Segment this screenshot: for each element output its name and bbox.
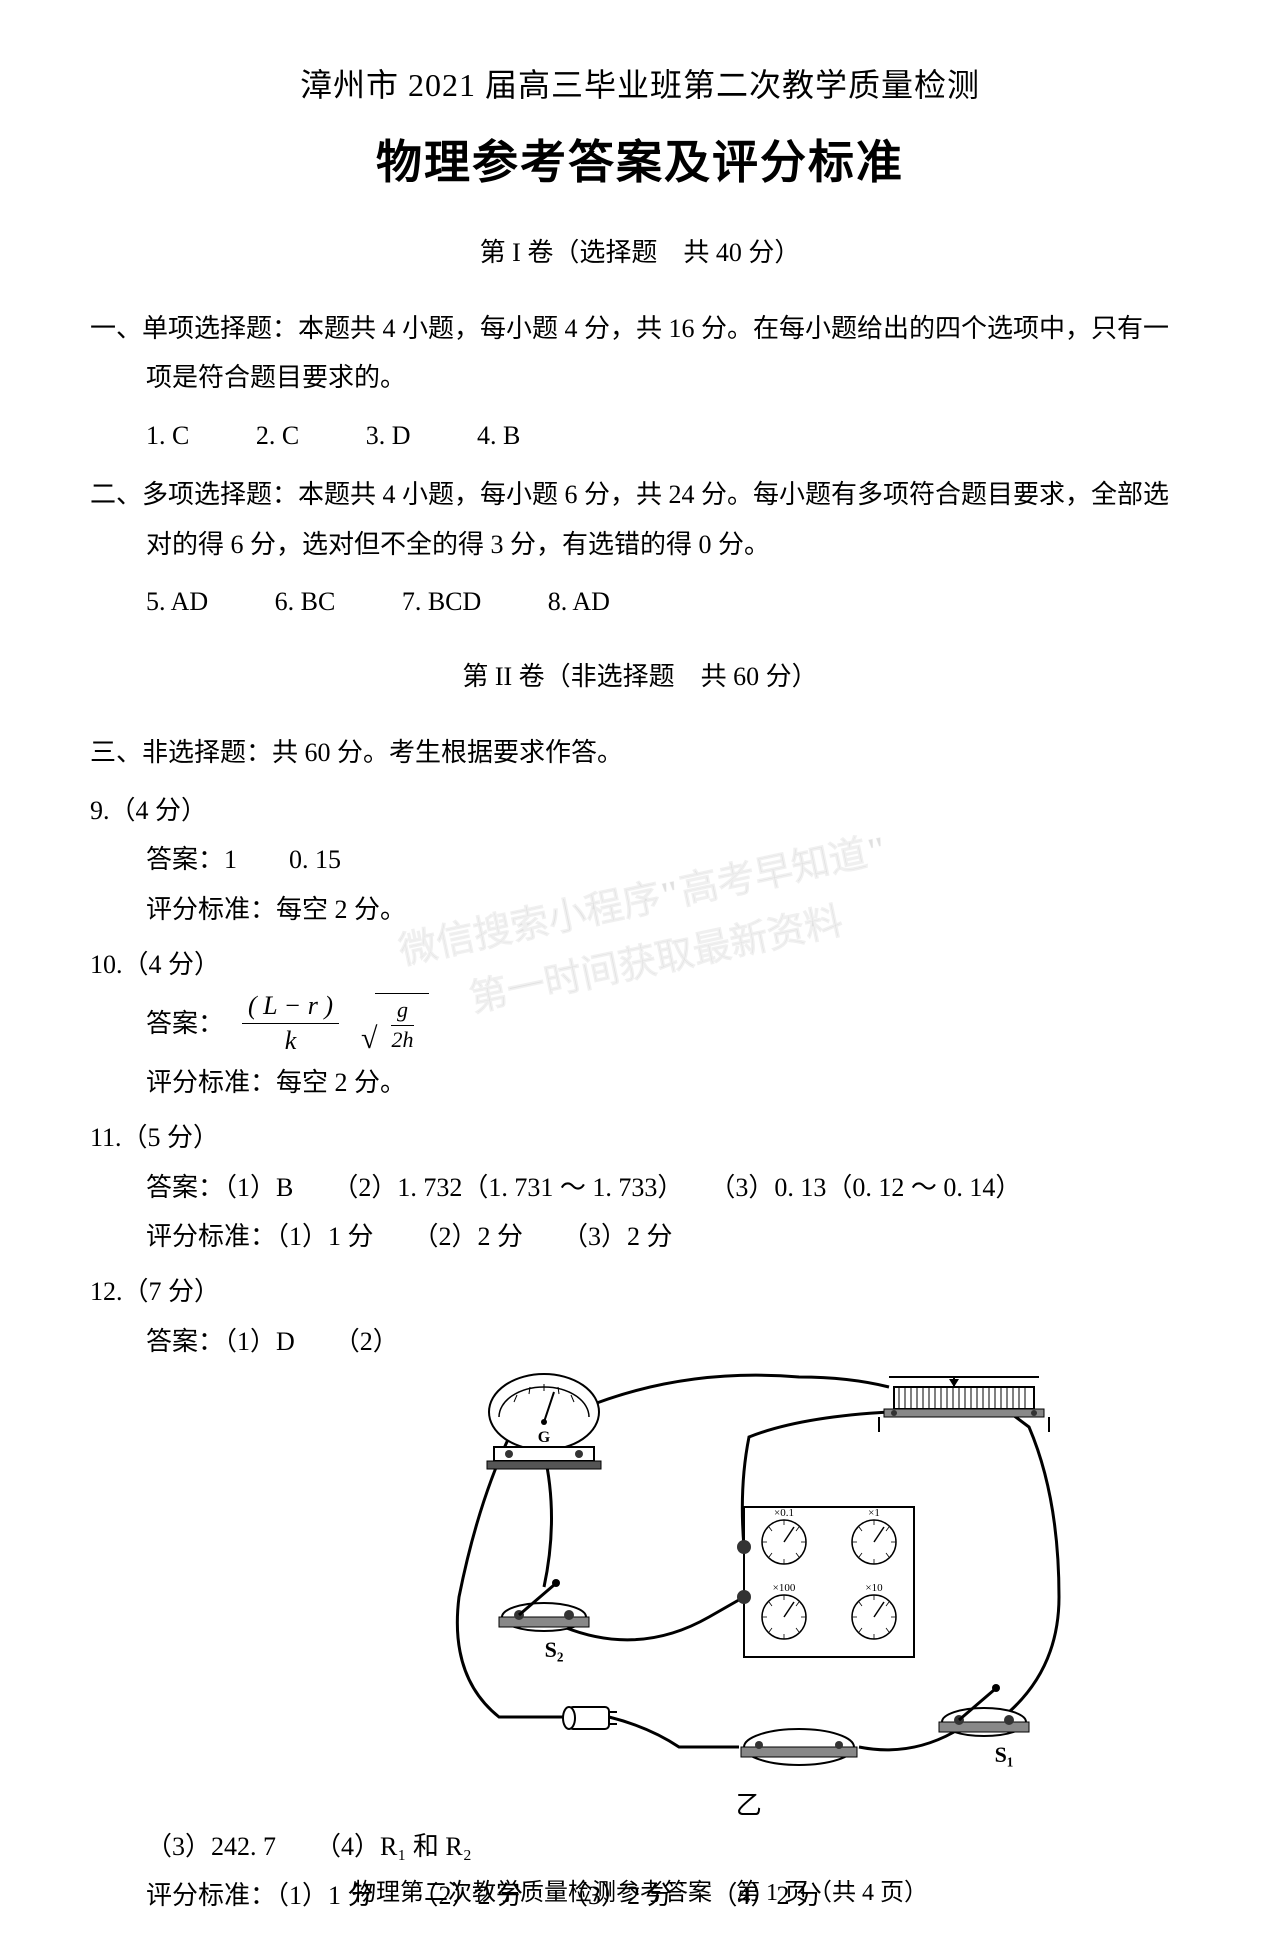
svg-text:×0.1: ×0.1 [774, 1507, 794, 1519]
section-3-heading: 三、非选择题：共 60 分。考生根据要求作答。 [90, 728, 1190, 777]
q9-answer: 答案：1 0. 15 [90, 835, 1190, 884]
page-footer: 物理第二次教学质量检测参考答案 第 1 页（共 4 页） [0, 1872, 1280, 1907]
component-bottom-icon [741, 1729, 857, 1765]
q9-rubric: 评分标准：每空 2 分。 [90, 885, 1190, 934]
q5-num: 5. [146, 587, 166, 616]
q6-num: 6. [275, 587, 295, 616]
q10-answer-label: 答案： [146, 999, 224, 1048]
switch-s1-icon: S₁ [939, 1684, 1029, 1767]
circuit-diagram: G [399, 1317, 1099, 1777]
circuit-label-yi: 乙 [399, 1785, 1099, 1822]
q9-answer-label: 答案： [146, 845, 224, 874]
exam-title: 物理参考答案及评分标准 [90, 126, 1190, 192]
svg-text:×10: ×10 [865, 1582, 883, 1594]
battery-icon [563, 1707, 617, 1729]
q12-number: 12.（7 分） [90, 1267, 1190, 1316]
q4-ans: B [503, 421, 520, 450]
circuit-diagram-container: G [399, 1317, 1099, 1822]
q9-answer-values: 1 0. 15 [224, 845, 341, 874]
q9-number: 9.（4 分） [90, 786, 1190, 835]
section-2-heading: 二、多项选择题：本题共 4 小题，每小题 6 分，共 24 分。每小题有多项符合… [90, 470, 1190, 569]
q7-num: 7. [402, 587, 422, 616]
q10-number: 10.（4 分） [90, 940, 1190, 989]
q10-answer: 答案： ( L − r ) k √ g 2h [90, 989, 1190, 1058]
q1-ans: C [172, 421, 189, 450]
section-1-answers: 1. C 2. C 3. D 4. B [90, 411, 1190, 460]
svg-text:S₂: S₂ [544, 1637, 563, 1662]
exam-supertitle: 漳州市 2021 届高三毕业班第二次教学质量检测 [90, 60, 1190, 106]
q4-num: 4. [477, 421, 497, 450]
switch-s2-icon: S₂ [499, 1579, 589, 1662]
q3-num: 3. [366, 421, 386, 450]
q11-rubric: 评分标准：（1）1 分 （2）2 分 （3）2 分 [90, 1212, 1190, 1261]
svg-text:×1: ×1 [868, 1507, 880, 1519]
q8-ans: AD [572, 587, 610, 616]
svg-text:×100: ×100 [772, 1582, 795, 1594]
galvanometer-icon: G [487, 1374, 601, 1469]
q10-frac-den: k [279, 1024, 303, 1058]
volume-1-header: 第 I 卷（选择题 共 40 分） [90, 232, 1190, 269]
q2-num: 2. [256, 421, 276, 450]
q10-sqrt-num: g [391, 996, 414, 1026]
section-2-answers: 5. AD 6. BC 7. BCD 8. AD [90, 577, 1190, 626]
q11-answer: 答案：（1）B （2）1. 732（1. 731 ～ 1. 733） （3）0.… [90, 1163, 1190, 1212]
q2-ans: C [282, 421, 299, 450]
svg-text:G: G [538, 1429, 551, 1446]
q10-sqrt-den: 2h [385, 1026, 419, 1055]
q11-number: 11.（5 分） [90, 1113, 1190, 1162]
q10-rubric: 评分标准：每空 2 分。 [90, 1058, 1190, 1107]
q6-ans: BC [301, 587, 336, 616]
q11-answer-prefix: 答案： [146, 1173, 224, 1202]
q10-frac-num: ( L − r ) [242, 989, 339, 1024]
section-1-heading: 一、单项选择题：本题共 4 小题，每小题 4 分，共 16 分。在每小题给出的四… [90, 304, 1190, 403]
resistance-box-icon: ×0.1 ×1 ×100 ×10 [737, 1507, 914, 1657]
q11-parts: （1）B （2）1. 732（1. 731 ～ 1. 733） （3）0. 13… [224, 1173, 1021, 1202]
q10-sqrt: √ g 2h [361, 993, 429, 1054]
q7-ans: BCD [428, 587, 481, 616]
svg-text:S₁: S₁ [994, 1742, 1013, 1767]
q1-num: 1. [146, 421, 166, 450]
q12-parts-34: （3）242. 7 （4）R₁ 和 R₂ [90, 1822, 1190, 1871]
q5-ans: AD [171, 587, 209, 616]
q10-fraction: ( L − r ) k [242, 989, 339, 1058]
volume-2-header: 第 II 卷（非选择题 共 60 分） [90, 656, 1190, 693]
q8-num: 8. [548, 587, 568, 616]
q3-ans: D [392, 421, 411, 450]
q12-answer-prefix: 答案：（1）D （2） [146, 1317, 399, 1366]
